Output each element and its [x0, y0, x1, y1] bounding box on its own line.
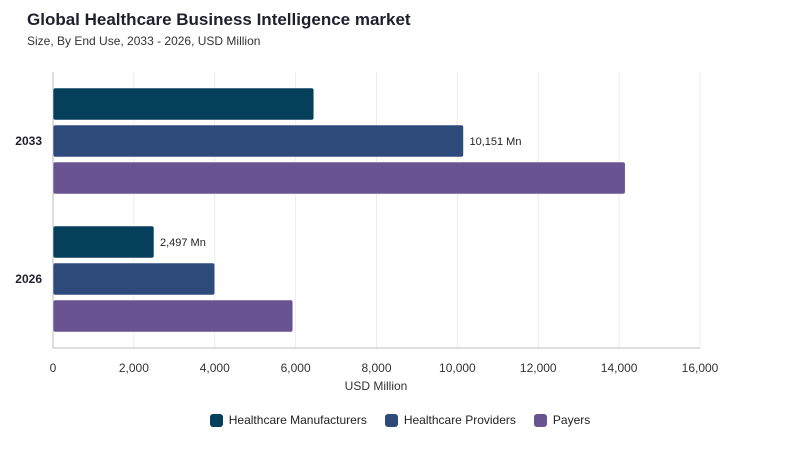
data-label: 10,151 Mn [469, 136, 521, 148]
bar-healthcare-manufacturers-2026 [52, 225, 155, 259]
bar-healthcare-manufacturers-2033 [52, 87, 315, 121]
category-label-2033: 2033 [15, 134, 42, 148]
legend-item: Healthcare Manufacturers [209, 413, 367, 427]
bar-payers-2026 [52, 299, 294, 333]
x-tick-label: 4,000 [200, 361, 230, 375]
x-tick-label: 14,000 [601, 361, 638, 375]
legend-label: Healthcare Providers [403, 413, 516, 427]
bar-payers-2033 [52, 161, 626, 195]
x-tick-label: 0 [50, 361, 57, 375]
legend-item: Healthcare Providers [384, 413, 516, 427]
legend-label: Healthcare Manufacturers [228, 413, 367, 427]
x-tick-label: 8,000 [361, 361, 391, 375]
data-label: 2,497 Mn [160, 237, 206, 249]
x-tick-label: 12,000 [520, 361, 557, 375]
chart-legend: Healthcare Manufacturers Healthcare Provi… [0, 413, 800, 427]
x-tick-label: 2,000 [119, 361, 149, 375]
legend-swatch [533, 413, 547, 427]
x-axis-label: USD Million [345, 379, 408, 393]
x-tick-label: 6,000 [281, 361, 311, 375]
chart-title: Global Healthcare Business Intelligence … [27, 10, 411, 29]
legend-item: Payers [533, 413, 591, 427]
x-tick-label: 16,000 [682, 361, 719, 375]
chart-subtitle: Size, By End Use, 2033 - 2026, USD Milli… [27, 34, 261, 48]
x-tick-label: 10,000 [439, 361, 476, 375]
bar-chart: 0 2,000 4,000 6,000 8,000 10,000 12,000 14,000 1… [15, 72, 719, 393]
bar-healthcare-providers-2033 [52, 124, 464, 158]
legend-label: Payers [552, 413, 591, 427]
category-label-2026: 2026 [15, 272, 42, 286]
bar-healthcare-providers-2026 [52, 262, 215, 296]
legend-swatch [209, 413, 223, 427]
legend-swatch [384, 413, 398, 427]
